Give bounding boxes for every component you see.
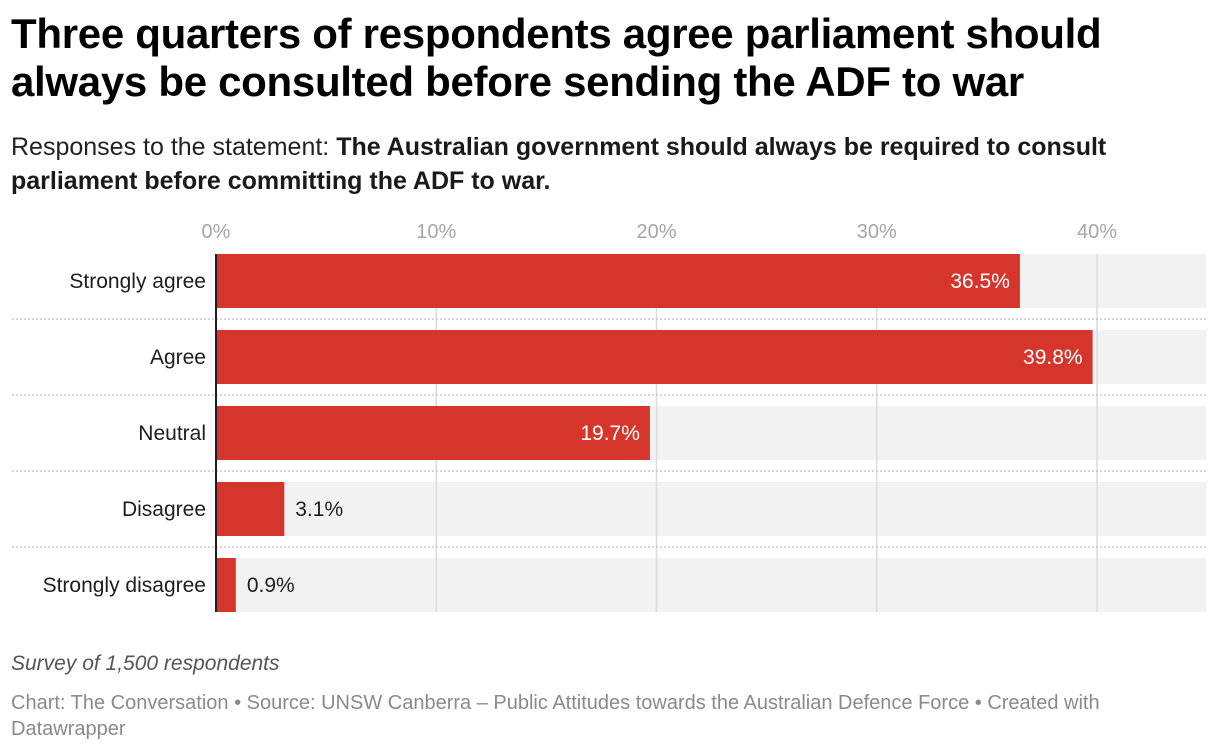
x-tick-label: 30% bbox=[857, 221, 897, 243]
x-tick-label: 0% bbox=[202, 221, 231, 243]
subtitle-prefix: Responses to the statement: bbox=[11, 133, 337, 161]
bar-disagree bbox=[216, 482, 285, 536]
x-tick-label: 10% bbox=[416, 221, 456, 243]
category-label: Agree bbox=[150, 346, 206, 369]
x-tick-label: 40% bbox=[1077, 221, 1117, 243]
chart-title: Three quarters of respondents agree parl… bbox=[11, 10, 1102, 105]
bar-track bbox=[216, 558, 1207, 612]
row-separators bbox=[12, 318, 1207, 548]
value-label: 3.1% bbox=[295, 498, 343, 521]
value-label: 36.5% bbox=[950, 270, 1010, 293]
bar-neutral bbox=[216, 406, 650, 460]
category-label: Disagree bbox=[122, 498, 206, 521]
chart-footer: Chart: The Conversation • Source: UNSW C… bbox=[11, 692, 1100, 740]
category-label: Strongly agree bbox=[69, 270, 206, 293]
value-labels: 36.5% 39.8% 19.7% 3.1% 0.9% bbox=[247, 270, 1083, 597]
bar-agree bbox=[216, 330, 1093, 384]
bar-strongly-agree bbox=[216, 254, 1020, 308]
subtitle-statement: The Australian government should always … bbox=[11, 133, 1107, 195]
chart-subtitle: Responses to the statement: The Australi… bbox=[11, 130, 1211, 198]
bars bbox=[216, 254, 1093, 612]
bar-strongly-disagree bbox=[216, 558, 236, 612]
category-label: Strongly disagree bbox=[43, 574, 206, 597]
bar-track bbox=[216, 482, 1207, 536]
chart-notes: Survey of 1,500 respondents bbox=[11, 652, 280, 675]
bar-chart: 0% 10% 20% 30% 40% Strongly agree Agree Neutra… bbox=[12, 221, 1207, 612]
x-tick-label: 20% bbox=[636, 221, 676, 243]
value-label: 39.8% bbox=[1023, 346, 1083, 369]
value-label: 0.9% bbox=[247, 574, 295, 597]
x-axis-ticks: 0% 10% 20% 30% 40% bbox=[202, 221, 1118, 243]
category-labels: Strongly agree Agree Neutral Disagree Strong… bbox=[43, 270, 206, 597]
value-label: 19.7% bbox=[580, 422, 640, 445]
category-label: Neutral bbox=[138, 422, 206, 445]
